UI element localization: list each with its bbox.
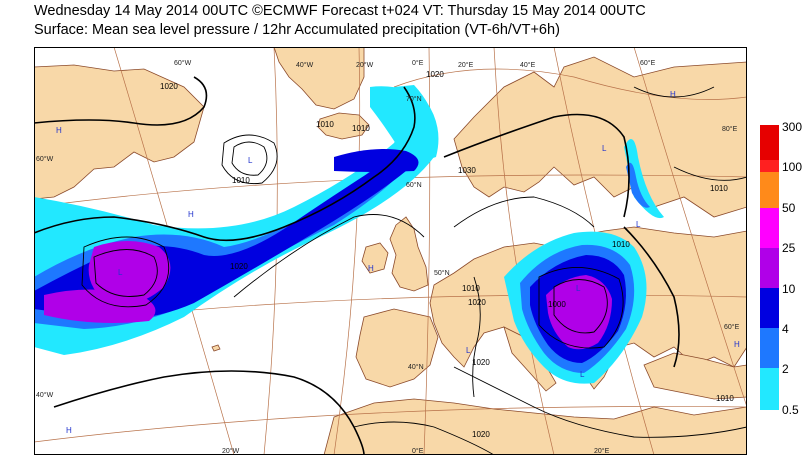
land-ireland [361, 242, 389, 274]
legend-swatch-25 [760, 208, 779, 248]
centre-marker-10: L [636, 220, 641, 229]
grid-label-bottom-2: 0°E [412, 447, 424, 455]
land-anatolia [643, 352, 747, 400]
isobar-label-3: 1010 [352, 124, 370, 133]
centre-marker-4: H [188, 210, 194, 219]
legend-label-300: 300 [782, 120, 803, 134]
grid-label-top-6: 40°E [520, 61, 536, 69]
grid-label-inner-4: 40°N [408, 363, 424, 371]
legend-swatch-4 [760, 288, 779, 328]
grid-label-inner-3: 50°N [434, 269, 450, 277]
centre-marker-8: L [576, 284, 581, 293]
centre-marker-12: H [670, 90, 676, 99]
legend-swatch-300 [760, 125, 779, 160]
isobar-label-15: 1010 [716, 394, 734, 403]
isobar-label-11: 1010 [612, 240, 630, 249]
legend-label-10: 10 [782, 282, 796, 296]
legend-label-4: 4 [782, 322, 789, 336]
grid-label-top-3: 20°W [356, 61, 374, 69]
pressure-centres: H L L H H H L L L L L H H [56, 90, 740, 435]
isobar-label-5: 1020 [426, 70, 444, 79]
legend-swatch-100 [760, 160, 779, 172]
isobar-label-13: 1020 [472, 358, 490, 367]
legend-label-50: 50 [782, 201, 796, 215]
grid-label-top-7: 60°E [640, 59, 656, 67]
isobar-labels: 1020 1010 1010 1010 1020 1030 1020 1010 … [160, 70, 734, 439]
centre-marker-1: H [56, 126, 62, 135]
land-greenland [273, 47, 365, 110]
isobar-label-9: 1000 [548, 300, 566, 309]
land-iceland [317, 112, 370, 140]
isobar-label-6: 1030 [458, 166, 476, 175]
centre-marker-13: H [734, 340, 740, 349]
chart-title-line1: Wednesday 14 May 2014 00UTC ©ECMWF Forec… [34, 3, 646, 19]
land-africa [323, 398, 747, 455]
precipitation-layer [34, 85, 664, 384]
centre-marker-3: L [118, 268, 123, 277]
grid-label-top-2: 40°W [296, 61, 314, 69]
grid-label-top-5: 20°E [458, 61, 474, 69]
centre-marker-7: L [466, 346, 471, 355]
land-azores [211, 344, 221, 352]
isobar-label-4: 1010 [232, 176, 250, 185]
legend-swatch-2 [760, 328, 779, 368]
centre-marker-11: L [580, 370, 585, 379]
grid-label-right-1: 80°E [722, 125, 738, 133]
legend-label-25: 25 [782, 241, 796, 255]
land-iberia [355, 308, 439, 388]
isobar-label-14: 1020 [472, 430, 490, 439]
centre-marker-9: L [602, 144, 607, 153]
centre-marker-6: H [66, 426, 72, 435]
grid-label-inner-1: 70°N [406, 95, 422, 103]
isobar-label-10: 1020 [468, 298, 486, 307]
isobar-layer [34, 76, 747, 455]
centre-marker-5: H [368, 264, 374, 273]
isobar-label-8: 1010 [462, 284, 480, 293]
isobar-label-2: 1010 [316, 120, 334, 129]
legend-label-0.5: 0.5 [782, 403, 799, 417]
legend-swatch-50 [760, 172, 779, 208]
grid-label-left-2: 40°W [36, 391, 54, 399]
grid-label-right-2: 60°E [724, 323, 740, 331]
grid-label-left-1: 60°W [36, 155, 54, 163]
isobar-label-7: 1020 [230, 262, 248, 271]
grid-label-top-1: 60°W [174, 59, 192, 67]
legend-swatch-10 [760, 248, 779, 288]
chart-title-line2: Surface: Mean sea level pressure / 12hr … [34, 22, 560, 38]
grid-label-bottom-1: 20°W [222, 447, 240, 455]
isobar-label-1: 1020 [160, 82, 178, 91]
legend-label-2: 2 [782, 362, 789, 376]
legend-swatch-0.5 [760, 368, 779, 410]
grid-label-inner-2: 60°N [406, 181, 422, 189]
forecast-map: 60°W 40°W 20°W 0°E 20°E 40°E 60°E 20°W 0… [34, 47, 747, 455]
isobar-label-12: 1010 [710, 184, 728, 193]
grid-label-top-4: 0°E [412, 59, 424, 67]
land-north-america [34, 64, 205, 200]
map-frame [34, 47, 747, 455]
centre-marker-2: L [248, 156, 253, 165]
grid-labels: 60°W 40°W 20°W 0°E 20°E 40°E 60°E 20°W 0… [36, 59, 740, 455]
grid-label-bottom-3: 20°E [594, 447, 610, 455]
legend-label-100: 100 [782, 160, 803, 174]
